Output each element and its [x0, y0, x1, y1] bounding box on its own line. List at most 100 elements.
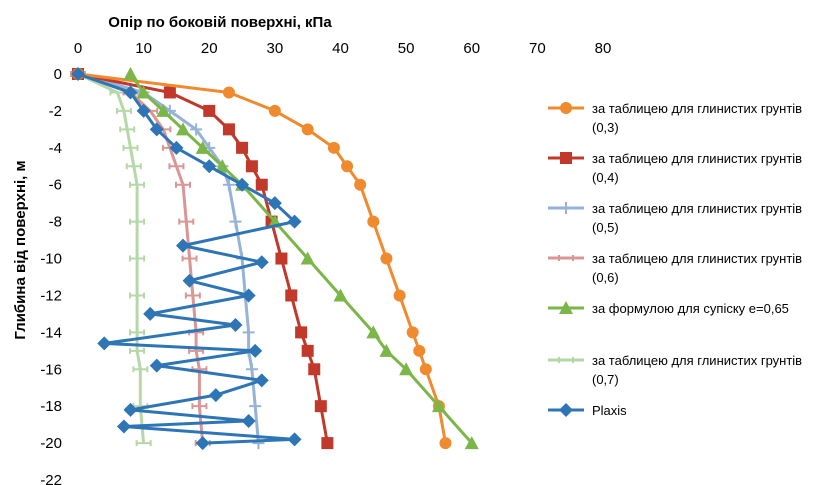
marker-diamond — [123, 85, 138, 100]
marker-dash — [191, 403, 208, 410]
y-tick-label: -14 — [40, 324, 62, 341]
marker-cross — [229, 215, 242, 228]
legend-label: (0,7) — [592, 372, 619, 387]
marker-dash — [129, 255, 146, 262]
marker-square — [203, 104, 216, 117]
marker-cross — [222, 178, 235, 191]
legend-label: за таблицею для глинистих грунтів — [592, 251, 802, 266]
marker-diamond — [241, 288, 256, 303]
y-tick-label: -18 — [40, 398, 62, 415]
marker-diamond — [149, 358, 164, 373]
marker-square — [321, 437, 334, 450]
marker-diamond — [123, 402, 138, 417]
marker-diamond — [176, 238, 190, 253]
marker-diamond — [202, 159, 217, 174]
x-axis-title: Опір по боковій поверхні, кПа — [108, 14, 332, 31]
y-tick-label: -12 — [40, 287, 62, 304]
marker-circle — [341, 160, 354, 173]
marker-square — [314, 400, 327, 413]
legend: за таблицею для глинистих грунтів (0,3) за… — [548, 101, 802, 418]
marker-dash — [175, 181, 191, 188]
marker-square — [255, 178, 268, 191]
marker-dash — [129, 347, 146, 354]
marker-circle — [393, 289, 406, 302]
marker-triangle — [156, 103, 171, 117]
series-6 — [70, 71, 152, 447]
marker-dash — [181, 255, 198, 262]
series-5 — [123, 67, 479, 450]
legend-item-5: за формулою для супіску е=0,65 — [548, 301, 789, 316]
marker-diamond — [559, 403, 573, 417]
marker-diamond — [254, 373, 269, 388]
marker-diamond — [169, 140, 184, 155]
marker-diamond — [228, 317, 243, 332]
y-tick-label: -10 — [40, 251, 62, 268]
marker-circle — [413, 344, 426, 357]
marker-square — [285, 289, 298, 302]
marker-diamond — [97, 336, 112, 351]
marker-dash — [119, 126, 136, 133]
marker-square — [245, 160, 258, 173]
x-tick-label: 0 — [74, 40, 82, 57]
y-tick-label: -4 — [49, 140, 62, 157]
x-tick-label: 40 — [332, 40, 349, 57]
x-tick-label: 50 — [398, 40, 415, 57]
marker-cross — [245, 363, 258, 376]
marker-diamond — [149, 122, 164, 137]
marker-diamond — [235, 177, 250, 192]
marker-circle — [354, 178, 367, 191]
legend-label: (0,5) — [592, 220, 619, 235]
marker-diamond — [287, 432, 302, 447]
marker-circle — [419, 363, 432, 376]
series-1 — [72, 68, 452, 450]
series-7 — [71, 67, 302, 451]
marker-square — [308, 363, 321, 376]
marker-circle — [560, 102, 572, 114]
marker-triangle — [464, 436, 479, 450]
marker-triangle — [215, 159, 230, 173]
marker-diamond — [195, 436, 210, 451]
marker-diamond — [71, 67, 85, 81]
marker-triangle — [123, 67, 138, 80]
x-tick-label: 10 — [135, 40, 152, 57]
y-tick-label: -22 — [40, 472, 62, 485]
y-tick-label: -2 — [49, 103, 62, 120]
marker-circle — [439, 437, 452, 450]
marker-circle — [380, 252, 393, 265]
legend-label: за таблицею для глинистих грунтів — [592, 353, 802, 368]
marker-diamond — [182, 273, 197, 288]
y-tick-label: -6 — [49, 177, 62, 194]
marker-dash — [115, 107, 132, 114]
marker-circle — [301, 123, 314, 136]
series-line — [77, 72, 329, 444]
legend-label: (0,3) — [592, 120, 619, 135]
legend-label: за таблицею для глинистих грунтів — [592, 201, 802, 216]
marker-cross — [190, 123, 203, 136]
y-tick-labels: 0 -2 -4 -6 -8 -10 -12 -14 -16 -18 -20 -22 — [40, 66, 62, 485]
marker-circle — [268, 104, 281, 117]
legend-label: (0,4) — [592, 170, 619, 185]
marker-circle — [406, 326, 419, 339]
marker-triangle — [559, 301, 573, 314]
marker-diamond — [254, 255, 269, 270]
marker-triangle — [431, 399, 446, 413]
legend-item-7: Plaxis — [548, 403, 627, 418]
marker-triangle — [379, 343, 394, 357]
marker-diamond — [248, 343, 263, 358]
marker-dash — [122, 144, 139, 151]
plot-area — [70, 67, 479, 451]
marker-dash — [178, 218, 195, 225]
marker-triangle — [333, 288, 348, 302]
marker-square — [163, 86, 176, 99]
marker-circle — [222, 86, 235, 99]
legend-label: за формулою для супіску е=0,65 — [592, 301, 789, 316]
marker-square — [301, 344, 314, 357]
marker-cross — [249, 400, 262, 413]
x-tick-label: 30 — [267, 40, 284, 57]
marker-dash — [129, 181, 146, 188]
x-tick-label: 20 — [201, 40, 218, 57]
marker-square — [275, 252, 288, 265]
marker-dash — [125, 163, 142, 170]
marker-square — [560, 152, 572, 164]
legend-label: (0,6) — [592, 270, 619, 285]
